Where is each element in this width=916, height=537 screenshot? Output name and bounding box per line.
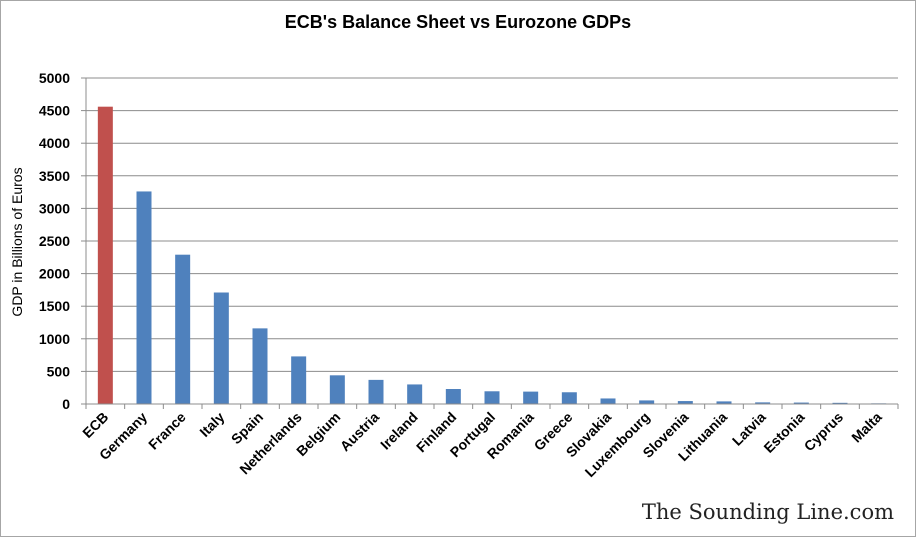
y-tick-labels: 0 500 1000 1500 2000 2500 3000 3500 4000 4500 5000: [39, 70, 70, 412]
y-tick-label: 1500: [39, 298, 70, 314]
bar-italy: [213, 292, 229, 404]
bar-germany: [136, 191, 152, 404]
chart-title: ECB's Balance Sheet vs Eurozone GDPs: [284, 12, 632, 32]
y-tick-label: 1000: [39, 331, 70, 347]
y-tick-label: 0: [62, 396, 70, 412]
bar-greece: [561, 392, 577, 404]
bar-slovenia: [677, 401, 693, 404]
gridlines: [86, 77, 898, 372]
x-tick-label: Estonia: [760, 409, 807, 456]
x-tick-label: Austria: [337, 409, 383, 455]
bar-portugal: [484, 391, 500, 404]
y-tick-label: 4000: [39, 135, 70, 151]
x-tick-label: Malta: [848, 409, 885, 446]
bar-belgium: [329, 375, 345, 404]
x-tick-label: France: [145, 409, 189, 453]
axes: [81, 77, 899, 409]
bar-estonia: [793, 402, 809, 404]
bar-spain: [252, 328, 268, 404]
bar-luxembourg: [639, 400, 655, 404]
bar-ecb: [97, 106, 113, 405]
bar-austria: [368, 379, 384, 404]
bar-lithuania: [716, 401, 732, 404]
y-tick-label: 3000: [39, 200, 70, 216]
y-tick-label: 4500: [39, 103, 70, 119]
watermark: The Sounding Line.com: [641, 500, 894, 524]
bars: [97, 106, 887, 405]
x-tick-label: Cyprus: [801, 409, 847, 455]
y-tick-label: 2000: [39, 266, 70, 282]
y-tick-label: 3500: [39, 168, 70, 184]
x-tick-label: ECB: [79, 409, 111, 441]
bar-ireland: [407, 384, 423, 404]
bar-latvia: [755, 402, 771, 404]
bar-france: [175, 254, 191, 404]
bar-finland: [445, 389, 461, 404]
y-tick-label: 2500: [39, 233, 70, 249]
bar-cyprus: [832, 402, 848, 404]
bar-romania: [523, 391, 539, 404]
x-tick-label: Italy: [196, 409, 227, 440]
y-tick-label: 5000: [39, 70, 70, 86]
bar-netherlands: [291, 356, 307, 404]
y-tick-label: 500: [47, 363, 71, 379]
bar-slovakia: [600, 398, 616, 404]
